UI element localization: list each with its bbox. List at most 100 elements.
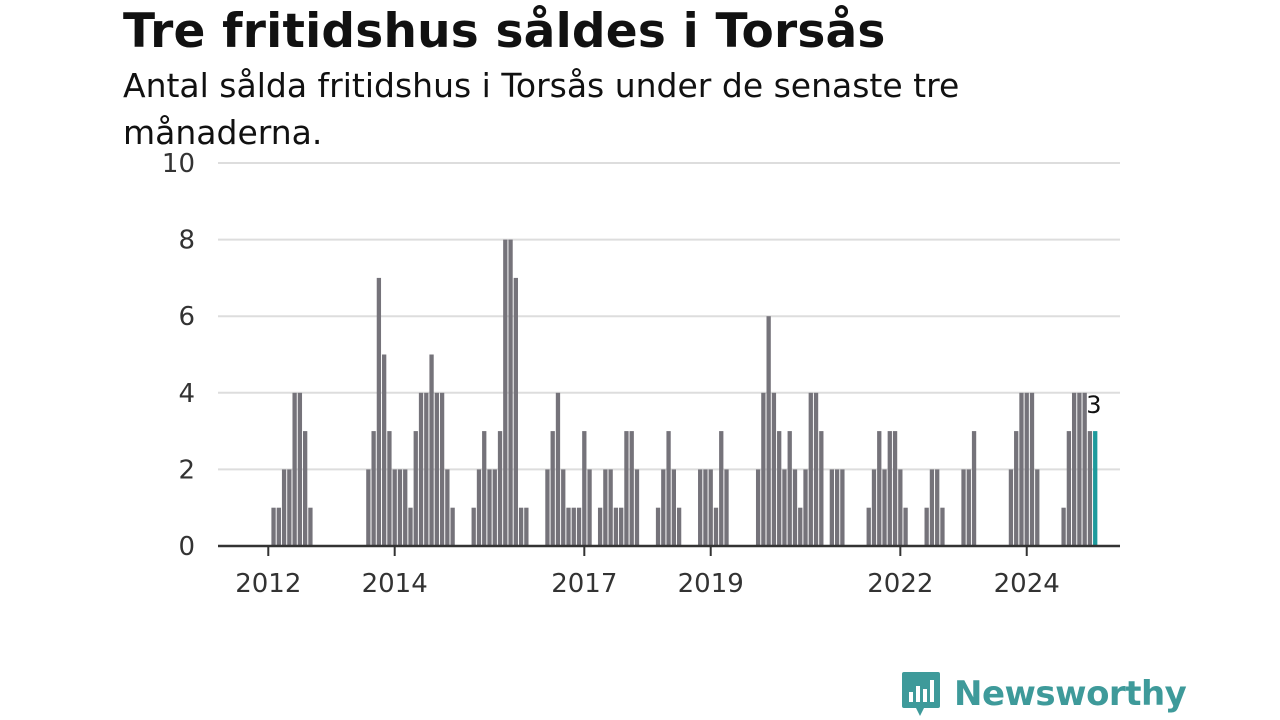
bar — [508, 239, 513, 546]
bar — [582, 431, 587, 546]
bar — [487, 469, 492, 546]
bar — [555, 392, 561, 546]
bar — [292, 392, 297, 546]
y-tick-label: 2 — [178, 455, 195, 485]
bar — [503, 239, 508, 546]
bar — [929, 469, 935, 546]
bar — [940, 507, 945, 546]
bar — [413, 431, 418, 546]
bar — [676, 507, 682, 546]
y-tick-label: 4 — [178, 379, 195, 409]
bar — [935, 469, 940, 546]
bar — [271, 507, 276, 546]
bar — [619, 507, 624, 546]
bar — [634, 469, 640, 546]
bar — [666, 431, 671, 546]
bar — [1082, 392, 1087, 546]
bar — [608, 469, 613, 546]
bar — [566, 507, 571, 546]
bar-chart-speech-bubble-icon — [902, 672, 940, 716]
bar — [924, 507, 929, 546]
bar — [403, 469, 408, 546]
bar — [308, 507, 313, 546]
bar — [1024, 392, 1029, 546]
bar — [518, 507, 524, 546]
bar — [613, 507, 619, 546]
highlight-annotation: 3 — [1086, 391, 1101, 419]
bar — [671, 469, 676, 546]
bar — [492, 469, 497, 546]
bar — [439, 392, 445, 546]
newsworthy-logo: Newsworthy — [900, 670, 1187, 718]
bar — [777, 431, 782, 546]
bar — [808, 392, 813, 546]
bar — [1035, 469, 1040, 546]
bar — [782, 469, 787, 546]
bar — [1077, 392, 1082, 546]
bar — [703, 469, 708, 546]
bar — [576, 507, 582, 546]
y-tick-label: 6 — [178, 302, 195, 332]
x-tick-label: 2022 — [867, 569, 933, 599]
bar — [524, 507, 529, 546]
bar — [281, 469, 287, 546]
bar — [276, 507, 281, 546]
bar — [429, 354, 434, 546]
bar — [798, 507, 803, 546]
bar — [961, 469, 966, 546]
x-axis-ticks: 2012 2014 2017 2019 2022 2024 — [235, 546, 1060, 599]
bar — [287, 469, 292, 546]
bar — [708, 469, 713, 546]
bar — [755, 469, 761, 546]
bar — [303, 431, 308, 546]
y-axis-tick-labels: 0 2 4 6 8 10 — [162, 149, 195, 562]
bar — [445, 469, 450, 546]
bar — [1019, 392, 1024, 546]
y-tick-label: 0 — [178, 532, 195, 562]
bar — [887, 431, 892, 546]
bar — [561, 469, 566, 546]
bar — [713, 507, 719, 546]
bar — [1071, 392, 1077, 546]
x-tick-label: 2024 — [994, 569, 1060, 599]
bar — [482, 431, 487, 546]
bar — [766, 316, 771, 546]
bar — [840, 469, 845, 546]
bar — [1014, 431, 1019, 546]
bar — [892, 431, 898, 546]
bar — [1029, 392, 1035, 546]
highlight-bar — [1093, 431, 1098, 546]
bar — [587, 469, 592, 546]
bar — [761, 392, 766, 546]
bar — [829, 469, 835, 546]
bar — [792, 469, 798, 546]
bar — [418, 392, 424, 546]
bar — [971, 431, 977, 546]
chart-subtitle: Antal sålda fritidshus i Torsås under de… — [123, 66, 960, 152]
y-tick-label: 10 — [162, 149, 195, 179]
bar — [424, 392, 429, 546]
bar — [371, 431, 376, 546]
bar — [661, 469, 666, 546]
bar — [803, 469, 808, 546]
bar — [603, 469, 608, 546]
bar — [1066, 431, 1072, 546]
highlight-value-label: 3 — [1086, 391, 1101, 419]
bar — [866, 507, 871, 546]
bar — [871, 469, 877, 546]
bar-series — [271, 239, 1098, 546]
bar — [387, 431, 392, 546]
bar — [513, 277, 518, 546]
bar — [834, 469, 840, 546]
bar — [655, 507, 661, 546]
bar — [545, 469, 550, 546]
bar — [571, 507, 576, 546]
bar — [392, 469, 397, 546]
bar — [408, 507, 413, 546]
bar — [787, 431, 792, 546]
bar — [366, 469, 371, 546]
bar — [1008, 469, 1014, 546]
bar — [819, 431, 824, 546]
bar — [698, 469, 703, 546]
chart-title: Tre fritidshus såldes i Torsås — [123, 4, 886, 59]
